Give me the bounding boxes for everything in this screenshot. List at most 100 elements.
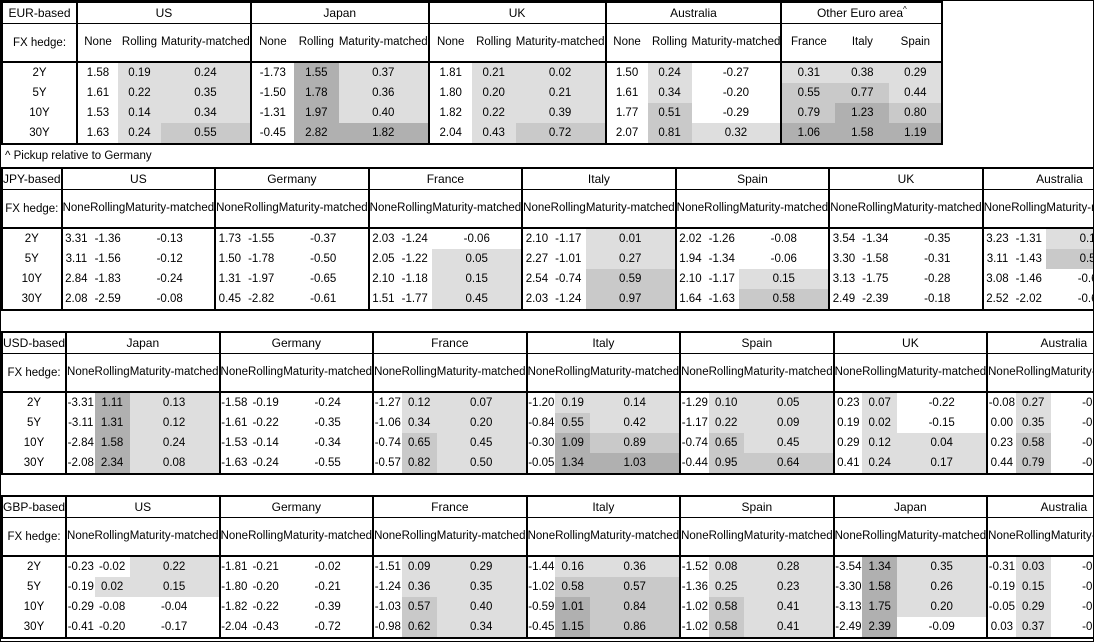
value-cell: 0.45: [432, 289, 524, 310]
value-cell: 1.58: [94, 433, 130, 453]
value-cell: -0.98: [374, 621, 401, 633]
value-cell: 2.27: [525, 253, 549, 265]
table-row: 30Y -0.41 -0.20 -0.17 -2.04 -0.43 -0.72 -0.98 0.…: [2, 617, 1093, 638]
value-cell: 0.42: [590, 413, 682, 433]
tenor-label: 5Y: [2, 577, 68, 597]
value-cell: 1.51: [372, 293, 395, 305]
value-cell: -0.06: [739, 249, 831, 269]
value-cell: 0.24: [161, 62, 252, 83]
value-cell: -0.28: [892, 269, 984, 289]
value-cell: 1.97: [293, 103, 339, 123]
value-cell: -1.02: [528, 581, 555, 593]
value-cell: -1.06: [374, 417, 401, 429]
value-cell: 1.09: [555, 433, 591, 453]
value-cell: 1.50: [615, 67, 639, 79]
value-cell: -0.13: [125, 228, 217, 249]
subcolumn-header: Rolling: [647, 23, 692, 63]
value-cell: 1.73: [218, 233, 242, 245]
value-cell: 0.02: [862, 413, 898, 433]
subcolumn-header: None: [428, 23, 472, 63]
value-cell: 1.50: [218, 253, 242, 265]
value-cell: 0.77: [835, 83, 890, 103]
subcolumn-header: Maturity-matched: [278, 189, 370, 229]
value-cell: 0.97: [585, 289, 677, 310]
value-cell: -0.59: [528, 601, 555, 613]
value-cell: 1.23: [835, 103, 890, 123]
value-cell: 0.04: [897, 433, 989, 453]
base-label: GBP-based: [2, 496, 68, 518]
table-row: 10Y 1.53 0.14 0.34 -1.31 1.97 0.40 1.82 0.22 0.39…: [2, 103, 944, 123]
value-cell: -1.43: [1015, 253, 1042, 265]
value-cell: 0.15: [739, 269, 831, 289]
value-cell: 0.05: [432, 249, 524, 269]
value-cell: -0.15: [897, 413, 989, 433]
subcolumn-header: None: [250, 23, 294, 63]
value-cell: -0.45: [259, 127, 286, 139]
value-cell: -0.74: [681, 437, 708, 449]
value-cell: 3.11: [65, 253, 88, 265]
tenor-label: 30Y: [2, 123, 78, 144]
value-cell: -0.61: [278, 289, 370, 310]
group-header: Australia: [987, 332, 1093, 354]
group-header: France: [373, 496, 528, 518]
value-cell: 0.58: [1015, 433, 1051, 453]
value-cell: -2.49: [835, 621, 862, 633]
value-cell: -0.29: [691, 103, 783, 123]
value-cell: 0.35: [1015, 413, 1051, 433]
subcolumn-header: Maturity-matched: [161, 23, 252, 63]
value-cell: -1.29: [681, 397, 708, 409]
subcolumn-header: Rolling: [1011, 189, 1047, 229]
value-cell: -1.44: [528, 561, 555, 573]
value-cell: 1.81: [439, 67, 462, 79]
subcolumn-header: Rolling: [862, 353, 898, 393]
subcolumn-header: None: [833, 353, 863, 393]
value-cell: -0.50: [278, 249, 370, 269]
subcolumn-header: Maturity-matched: [436, 517, 528, 557]
value-cell: 0.29: [889, 62, 944, 83]
value-cell: 0.01: [585, 228, 677, 249]
value-cell: -2.82: [248, 293, 275, 305]
tenor-label: 30Y: [2, 617, 68, 638]
subcolumn-header: Maturity-matched: [436, 353, 528, 393]
value-cell: -0.29: [67, 601, 94, 613]
group-header: US: [66, 496, 221, 518]
eur-based-table: EUR-based US Japan UK Australia Other Euro ar…: [1, 1, 944, 145]
value-cell: -1.03: [374, 601, 401, 613]
value-cell: 0.35: [897, 556, 989, 577]
value-cell: -0.18: [892, 289, 984, 310]
value-cell: -1.36: [681, 581, 708, 593]
subcolumn-header: None: [680, 517, 709, 557]
subcolumn-header: Maturity-matched: [743, 517, 835, 557]
table-row: 30Y 2.08 -2.59 -0.08 0.45 -2.82 -0.61 1.51 -1.77…: [2, 289, 1093, 310]
value-cell: -1.55: [248, 233, 275, 245]
value-cell: 0.36: [590, 556, 682, 577]
value-cell: 2.34: [94, 453, 130, 474]
subcolumn-header: None: [982, 189, 1012, 229]
subcolumn-header: None: [833, 517, 863, 557]
value-cell: 1.63: [86, 127, 110, 139]
value-cell: 0.22: [708, 413, 744, 433]
value-cell: 1.61: [615, 87, 639, 99]
value-cell: -1.17: [681, 417, 708, 429]
value-cell: -0.74: [374, 437, 401, 449]
value-cell: 0.20: [471, 83, 516, 103]
value-cell: -0.65: [278, 269, 370, 289]
value-cell: -1.01: [555, 253, 582, 265]
value-cell: -0.22: [252, 417, 279, 429]
table-row: 30Y 1.63 0.24 0.55 -0.45 2.82 1.82 2.04 0.43 0.72…: [2, 123, 944, 144]
fx-hedge-label: FX hedge:: [2, 189, 63, 229]
value-cell: -1.17: [555, 233, 582, 245]
value-cell: 1.19: [889, 123, 944, 144]
tenor-label: 5Y: [2, 413, 68, 433]
value-cell: -0.55: [283, 453, 375, 474]
group-header: Italy: [522, 168, 677, 190]
value-cell: 0.37: [338, 62, 430, 83]
value-cell: 0.09: [401, 556, 437, 577]
value-cell: 0.36: [338, 83, 430, 103]
value-cell: 0.26: [897, 577, 989, 597]
value-cell: 0.34: [647, 83, 692, 103]
group-header: Australia: [987, 496, 1093, 518]
value-cell: 0.15: [129, 577, 221, 597]
value-cell: 1.58: [862, 577, 898, 597]
subcolumn-header: None: [680, 353, 709, 393]
